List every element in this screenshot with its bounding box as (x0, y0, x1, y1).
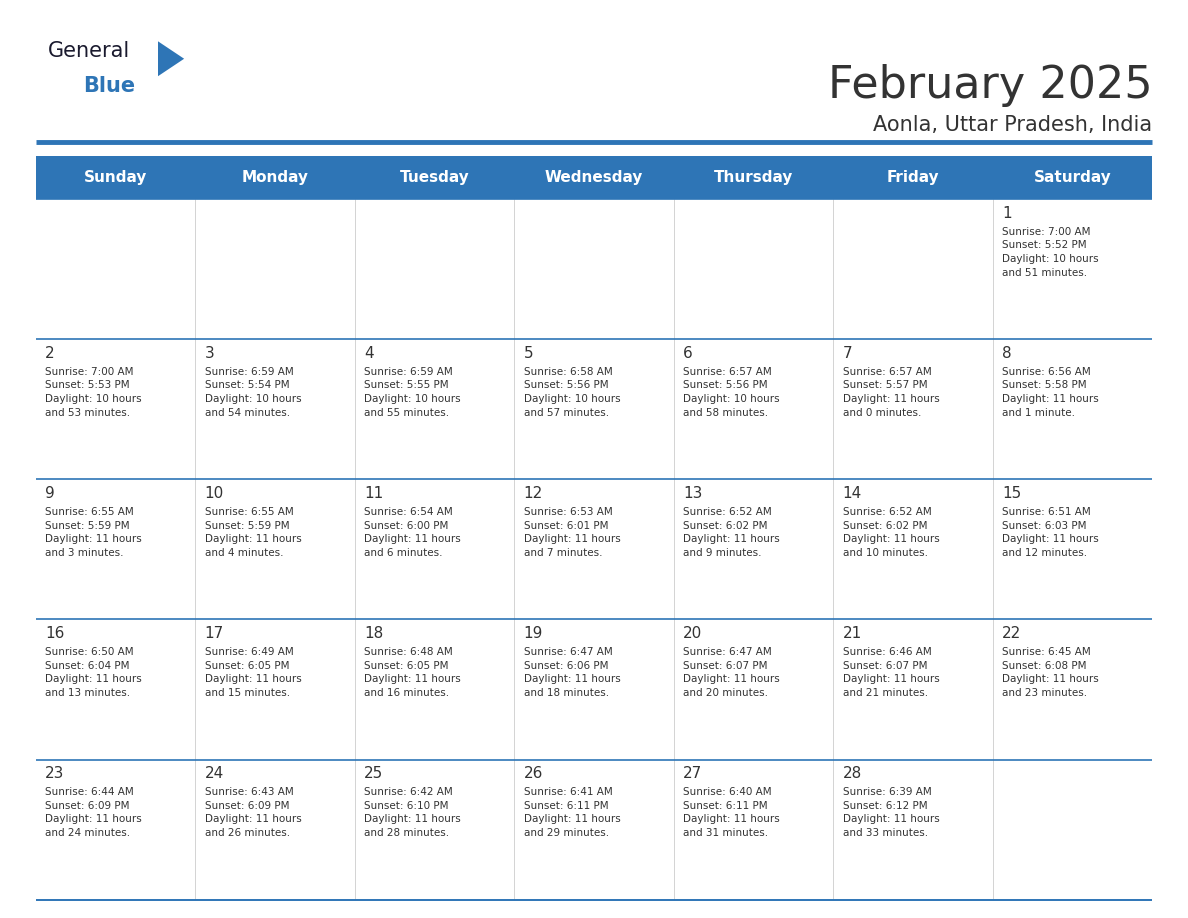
Bar (36, 199, 1152, 340)
Text: 2: 2 (45, 346, 55, 361)
Text: 10: 10 (204, 486, 223, 501)
Text: 28: 28 (842, 766, 862, 781)
Text: Sunrise: 6:59 AM
Sunset: 5:55 PM
Daylight: 10 hours
and 55 minutes.: Sunrise: 6:59 AM Sunset: 5:55 PM Dayligh… (365, 367, 461, 418)
Text: 24: 24 (204, 766, 223, 781)
Bar (36, 156, 1152, 199)
Text: 12: 12 (524, 486, 543, 501)
Text: 4: 4 (365, 346, 374, 361)
Text: Sunrise: 6:45 AM
Sunset: 6:08 PM
Daylight: 11 hours
and 23 minutes.: Sunrise: 6:45 AM Sunset: 6:08 PM Dayligh… (1003, 647, 1099, 698)
Text: 13: 13 (683, 486, 702, 501)
Bar (36, 479, 1152, 620)
Text: Friday: Friday (886, 170, 940, 185)
Text: 23: 23 (45, 766, 64, 781)
Text: Blue: Blue (83, 76, 135, 96)
Text: Sunday: Sunday (83, 170, 147, 185)
Text: Sunrise: 6:58 AM
Sunset: 5:56 PM
Daylight: 10 hours
and 57 minutes.: Sunrise: 6:58 AM Sunset: 5:56 PM Dayligh… (524, 367, 620, 418)
Text: Sunrise: 6:55 AM
Sunset: 5:59 PM
Daylight: 11 hours
and 4 minutes.: Sunrise: 6:55 AM Sunset: 5:59 PM Dayligh… (204, 507, 302, 558)
Text: Sunrise: 6:51 AM
Sunset: 6:03 PM
Daylight: 11 hours
and 12 minutes.: Sunrise: 6:51 AM Sunset: 6:03 PM Dayligh… (1003, 507, 1099, 558)
Text: Thursday: Thursday (714, 170, 794, 185)
Bar (36, 620, 1152, 759)
Text: 3: 3 (204, 346, 214, 361)
Text: Sunrise: 6:43 AM
Sunset: 6:09 PM
Daylight: 11 hours
and 26 minutes.: Sunrise: 6:43 AM Sunset: 6:09 PM Dayligh… (204, 787, 302, 838)
Text: 22: 22 (1003, 626, 1022, 641)
Text: February 2025: February 2025 (828, 64, 1152, 107)
Text: General: General (48, 41, 129, 62)
Text: 27: 27 (683, 766, 702, 781)
Text: Wednesday: Wednesday (545, 170, 643, 185)
Text: Sunrise: 6:57 AM
Sunset: 5:57 PM
Daylight: 11 hours
and 0 minutes.: Sunrise: 6:57 AM Sunset: 5:57 PM Dayligh… (842, 367, 940, 418)
Text: Sunrise: 6:44 AM
Sunset: 6:09 PM
Daylight: 11 hours
and 24 minutes.: Sunrise: 6:44 AM Sunset: 6:09 PM Dayligh… (45, 787, 141, 838)
Text: 8: 8 (1003, 346, 1012, 361)
Text: 11: 11 (365, 486, 384, 501)
Text: Monday: Monday (241, 170, 309, 185)
Text: Sunrise: 6:42 AM
Sunset: 6:10 PM
Daylight: 11 hours
and 28 minutes.: Sunrise: 6:42 AM Sunset: 6:10 PM Dayligh… (365, 787, 461, 838)
Text: Sunrise: 6:52 AM
Sunset: 6:02 PM
Daylight: 11 hours
and 10 minutes.: Sunrise: 6:52 AM Sunset: 6:02 PM Dayligh… (842, 507, 940, 558)
Text: Sunrise: 6:56 AM
Sunset: 5:58 PM
Daylight: 11 hours
and 1 minute.: Sunrise: 6:56 AM Sunset: 5:58 PM Dayligh… (1003, 367, 1099, 418)
Text: 1: 1 (1003, 206, 1012, 220)
Text: Sunrise: 7:00 AM
Sunset: 5:53 PM
Daylight: 10 hours
and 53 minutes.: Sunrise: 7:00 AM Sunset: 5:53 PM Dayligh… (45, 367, 141, 418)
Text: 17: 17 (204, 626, 223, 641)
Text: Aonla, Uttar Pradesh, India: Aonla, Uttar Pradesh, India (873, 115, 1152, 135)
Text: 6: 6 (683, 346, 693, 361)
Text: Sunrise: 6:59 AM
Sunset: 5:54 PM
Daylight: 10 hours
and 54 minutes.: Sunrise: 6:59 AM Sunset: 5:54 PM Dayligh… (204, 367, 302, 418)
Text: Sunrise: 6:52 AM
Sunset: 6:02 PM
Daylight: 11 hours
and 9 minutes.: Sunrise: 6:52 AM Sunset: 6:02 PM Dayligh… (683, 507, 781, 558)
Text: 14: 14 (842, 486, 862, 501)
Text: 19: 19 (524, 626, 543, 641)
Text: 5: 5 (524, 346, 533, 361)
Text: Sunrise: 6:55 AM
Sunset: 5:59 PM
Daylight: 11 hours
and 3 minutes.: Sunrise: 6:55 AM Sunset: 5:59 PM Dayligh… (45, 507, 141, 558)
Text: 18: 18 (365, 626, 384, 641)
Text: Sunrise: 6:41 AM
Sunset: 6:11 PM
Daylight: 11 hours
and 29 minutes.: Sunrise: 6:41 AM Sunset: 6:11 PM Dayligh… (524, 787, 620, 838)
Text: Sunrise: 6:53 AM
Sunset: 6:01 PM
Daylight: 11 hours
and 7 minutes.: Sunrise: 6:53 AM Sunset: 6:01 PM Dayligh… (524, 507, 620, 558)
Text: 25: 25 (365, 766, 384, 781)
Bar (36, 340, 1152, 479)
Text: Sunrise: 6:47 AM
Sunset: 6:07 PM
Daylight: 11 hours
and 20 minutes.: Sunrise: 6:47 AM Sunset: 6:07 PM Dayligh… (683, 647, 781, 698)
Polygon shape (158, 41, 184, 76)
Text: 21: 21 (842, 626, 862, 641)
Text: Sunrise: 6:46 AM
Sunset: 6:07 PM
Daylight: 11 hours
and 21 minutes.: Sunrise: 6:46 AM Sunset: 6:07 PM Dayligh… (842, 647, 940, 698)
Text: 15: 15 (1003, 486, 1022, 501)
Text: Sunrise: 6:48 AM
Sunset: 6:05 PM
Daylight: 11 hours
and 16 minutes.: Sunrise: 6:48 AM Sunset: 6:05 PM Dayligh… (365, 647, 461, 698)
Text: Sunrise: 6:47 AM
Sunset: 6:06 PM
Daylight: 11 hours
and 18 minutes.: Sunrise: 6:47 AM Sunset: 6:06 PM Dayligh… (524, 647, 620, 698)
Text: Sunrise: 6:40 AM
Sunset: 6:11 PM
Daylight: 11 hours
and 31 minutes.: Sunrise: 6:40 AM Sunset: 6:11 PM Dayligh… (683, 787, 781, 838)
Text: Saturday: Saturday (1034, 170, 1112, 185)
Text: Sunrise: 6:57 AM
Sunset: 5:56 PM
Daylight: 10 hours
and 58 minutes.: Sunrise: 6:57 AM Sunset: 5:56 PM Dayligh… (683, 367, 779, 418)
Text: 16: 16 (45, 626, 64, 641)
Text: Sunrise: 6:50 AM
Sunset: 6:04 PM
Daylight: 11 hours
and 13 minutes.: Sunrise: 6:50 AM Sunset: 6:04 PM Dayligh… (45, 647, 141, 698)
Text: 26: 26 (524, 766, 543, 781)
Bar (36, 759, 1152, 900)
Text: 20: 20 (683, 626, 702, 641)
Text: Sunrise: 7:00 AM
Sunset: 5:52 PM
Daylight: 10 hours
and 51 minutes.: Sunrise: 7:00 AM Sunset: 5:52 PM Dayligh… (1003, 227, 1099, 277)
Text: 7: 7 (842, 346, 853, 361)
Text: Sunrise: 6:54 AM
Sunset: 6:00 PM
Daylight: 11 hours
and 6 minutes.: Sunrise: 6:54 AM Sunset: 6:00 PM Dayligh… (365, 507, 461, 558)
Text: 9: 9 (45, 486, 55, 501)
Text: Tuesday: Tuesday (399, 170, 469, 185)
Text: Sunrise: 6:49 AM
Sunset: 6:05 PM
Daylight: 11 hours
and 15 minutes.: Sunrise: 6:49 AM Sunset: 6:05 PM Dayligh… (204, 647, 302, 698)
Text: Sunrise: 6:39 AM
Sunset: 6:12 PM
Daylight: 11 hours
and 33 minutes.: Sunrise: 6:39 AM Sunset: 6:12 PM Dayligh… (842, 787, 940, 838)
